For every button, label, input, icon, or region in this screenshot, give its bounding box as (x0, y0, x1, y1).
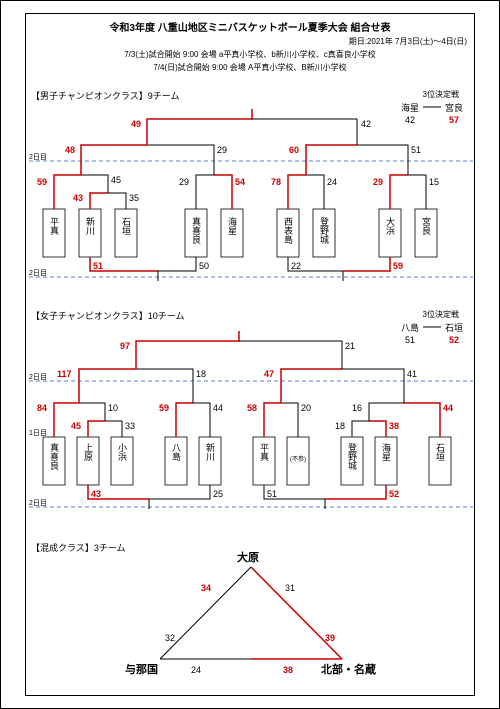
svg-text:59: 59 (393, 261, 403, 271)
mixed-bracket: 大原 与那国 北部・名蔵 34 32 31 39 24 38 (25, 541, 475, 691)
svg-text:22: 22 (291, 261, 301, 271)
svg-text:78: 78 (271, 177, 281, 187)
header-line2: 7/4(日)試合開始 9:00 会場 A平真小学校、B新川小学校 (25, 60, 475, 73)
svg-text:新川: 新川 (85, 216, 95, 235)
svg-text:35: 35 (129, 193, 139, 203)
svg-text:上原: 上原 (83, 443, 93, 461)
svg-text:31: 31 (285, 583, 295, 593)
svg-text:新川: 新川 (205, 442, 215, 461)
svg-text:48: 48 (65, 145, 75, 155)
svg-text:20: 20 (301, 403, 311, 413)
svg-text:43: 43 (91, 489, 101, 499)
girls-day1: 1日目 (29, 429, 47, 437)
boys-day2a: 2日目 (29, 153, 47, 161)
svg-text:平真: 平真 (49, 217, 59, 236)
svg-text:24: 24 (191, 665, 201, 675)
svg-text:34: 34 (201, 583, 211, 593)
svg-text:石垣: 石垣 (121, 217, 131, 235)
svg-text:与那国: 与那国 (125, 663, 158, 676)
svg-text:石垣: 石垣 (445, 323, 463, 333)
header-block: 令和3年度 八重山地区ミニバスケットボール夏季大会 組合せ表 期日:2021年 … (25, 15, 475, 73)
svg-text:38: 38 (389, 421, 399, 431)
svg-text:50: 50 (199, 261, 209, 271)
svg-text:41: 41 (407, 369, 417, 379)
svg-text:海星: 海星 (381, 442, 391, 461)
svg-text:60: 60 (289, 145, 299, 155)
svg-text:42: 42 (405, 115, 415, 125)
boys-day2b: 2日目 (29, 269, 47, 277)
svg-text:18: 18 (335, 421, 345, 431)
svg-text:51: 51 (267, 489, 277, 499)
svg-text:43: 43 (73, 193, 83, 203)
girls-bracket: 2日目 1日目 2日目 真喜良 上原 小浜 八島 新川 平真 (不参) 登野城 … (25, 309, 475, 519)
boys-bracket: 2日目 2日目 平真 新川 石垣 真喜良 海星 (25, 89, 475, 289)
svg-text:57: 57 (449, 115, 459, 125)
svg-text:八島: 八島 (401, 322, 419, 333)
girls-teams: 真喜良 上原 小浜 八島 新川 平真 (不参) 登野城 海星 石垣 (43, 437, 451, 485)
svg-text:10: 10 (108, 403, 118, 413)
svg-text:29: 29 (179, 177, 189, 187)
svg-text:32: 32 (165, 633, 175, 643)
svg-text:44: 44 (443, 403, 453, 413)
svg-text:45: 45 (71, 421, 81, 431)
svg-text:15: 15 (429, 177, 439, 187)
svg-text:59: 59 (37, 177, 47, 187)
svg-text:真喜良: 真喜良 (49, 442, 59, 471)
page-dates: 期日:2021年 7月3日(土)～4日(日) (25, 34, 475, 47)
svg-text:24: 24 (327, 177, 337, 187)
svg-text:51: 51 (405, 335, 415, 345)
svg-text:33: 33 (125, 421, 135, 431)
svg-text:29: 29 (373, 177, 383, 187)
svg-text:49: 49 (131, 119, 141, 129)
svg-text:52: 52 (449, 335, 459, 345)
girls-day2b: 2日目 (29, 499, 47, 507)
header-line1: 7/3(土)試合開始 9:00 会場 a平真小学校、b新川小学校、c真喜良小学校 (25, 47, 475, 60)
svg-text:97: 97 (120, 341, 130, 351)
svg-text:117: 117 (57, 369, 72, 379)
svg-text:北部・名蔵: 北部・名蔵 (321, 662, 376, 676)
girls-day2a: 2日目 (29, 373, 47, 381)
svg-text:52: 52 (389, 489, 399, 499)
svg-text:59: 59 (159, 403, 169, 413)
svg-text:18: 18 (196, 369, 206, 379)
svg-text:宮良: 宮良 (445, 102, 463, 113)
svg-text:八島: 八島 (171, 443, 181, 462)
svg-text:真喜良: 真喜良 (191, 216, 201, 245)
svg-text:登野城: 登野城 (347, 443, 357, 471)
svg-text:海星: 海星 (227, 216, 237, 235)
svg-text:25: 25 (213, 489, 223, 499)
svg-text:51: 51 (93, 261, 103, 271)
svg-text:(不参): (不参) (290, 455, 306, 463)
svg-text:51: 51 (411, 145, 421, 155)
svg-text:54: 54 (235, 177, 245, 187)
svg-text:45: 45 (111, 175, 121, 185)
page-title: 令和3年度 八重山地区ミニバスケットボール夏季大会 組合せ表 (25, 15, 475, 34)
svg-text:84: 84 (37, 403, 47, 413)
svg-text:44: 44 (213, 403, 223, 413)
svg-text:石垣: 石垣 (435, 443, 445, 461)
svg-text:平真: 平真 (259, 443, 269, 462)
svg-text:16: 16 (352, 403, 362, 413)
svg-text:58: 58 (247, 403, 257, 413)
boys-teams: 平真 新川 石垣 真喜良 海星 西表島 登野城 (43, 209, 437, 257)
svg-text:宮良: 宮良 (421, 216, 431, 236)
svg-text:39: 39 (325, 633, 335, 643)
svg-text:29: 29 (217, 145, 227, 155)
svg-text:38: 38 (283, 665, 293, 675)
svg-text:21: 21 (345, 341, 355, 351)
svg-text:大原: 大原 (237, 550, 259, 564)
svg-text:西表島: 西表島 (283, 217, 293, 245)
page: 令和3年度 八重山地区ミニバスケットボール夏季大会 組合せ表 期日:2021年 … (0, 0, 500, 709)
svg-text:42: 42 (361, 119, 371, 129)
svg-text:登野城: 登野城 (319, 217, 329, 245)
svg-text:大浜: 大浜 (385, 216, 395, 236)
svg-text:海星: 海星 (401, 102, 419, 113)
svg-text:47: 47 (264, 369, 274, 379)
svg-text:小浜: 小浜 (117, 443, 127, 462)
